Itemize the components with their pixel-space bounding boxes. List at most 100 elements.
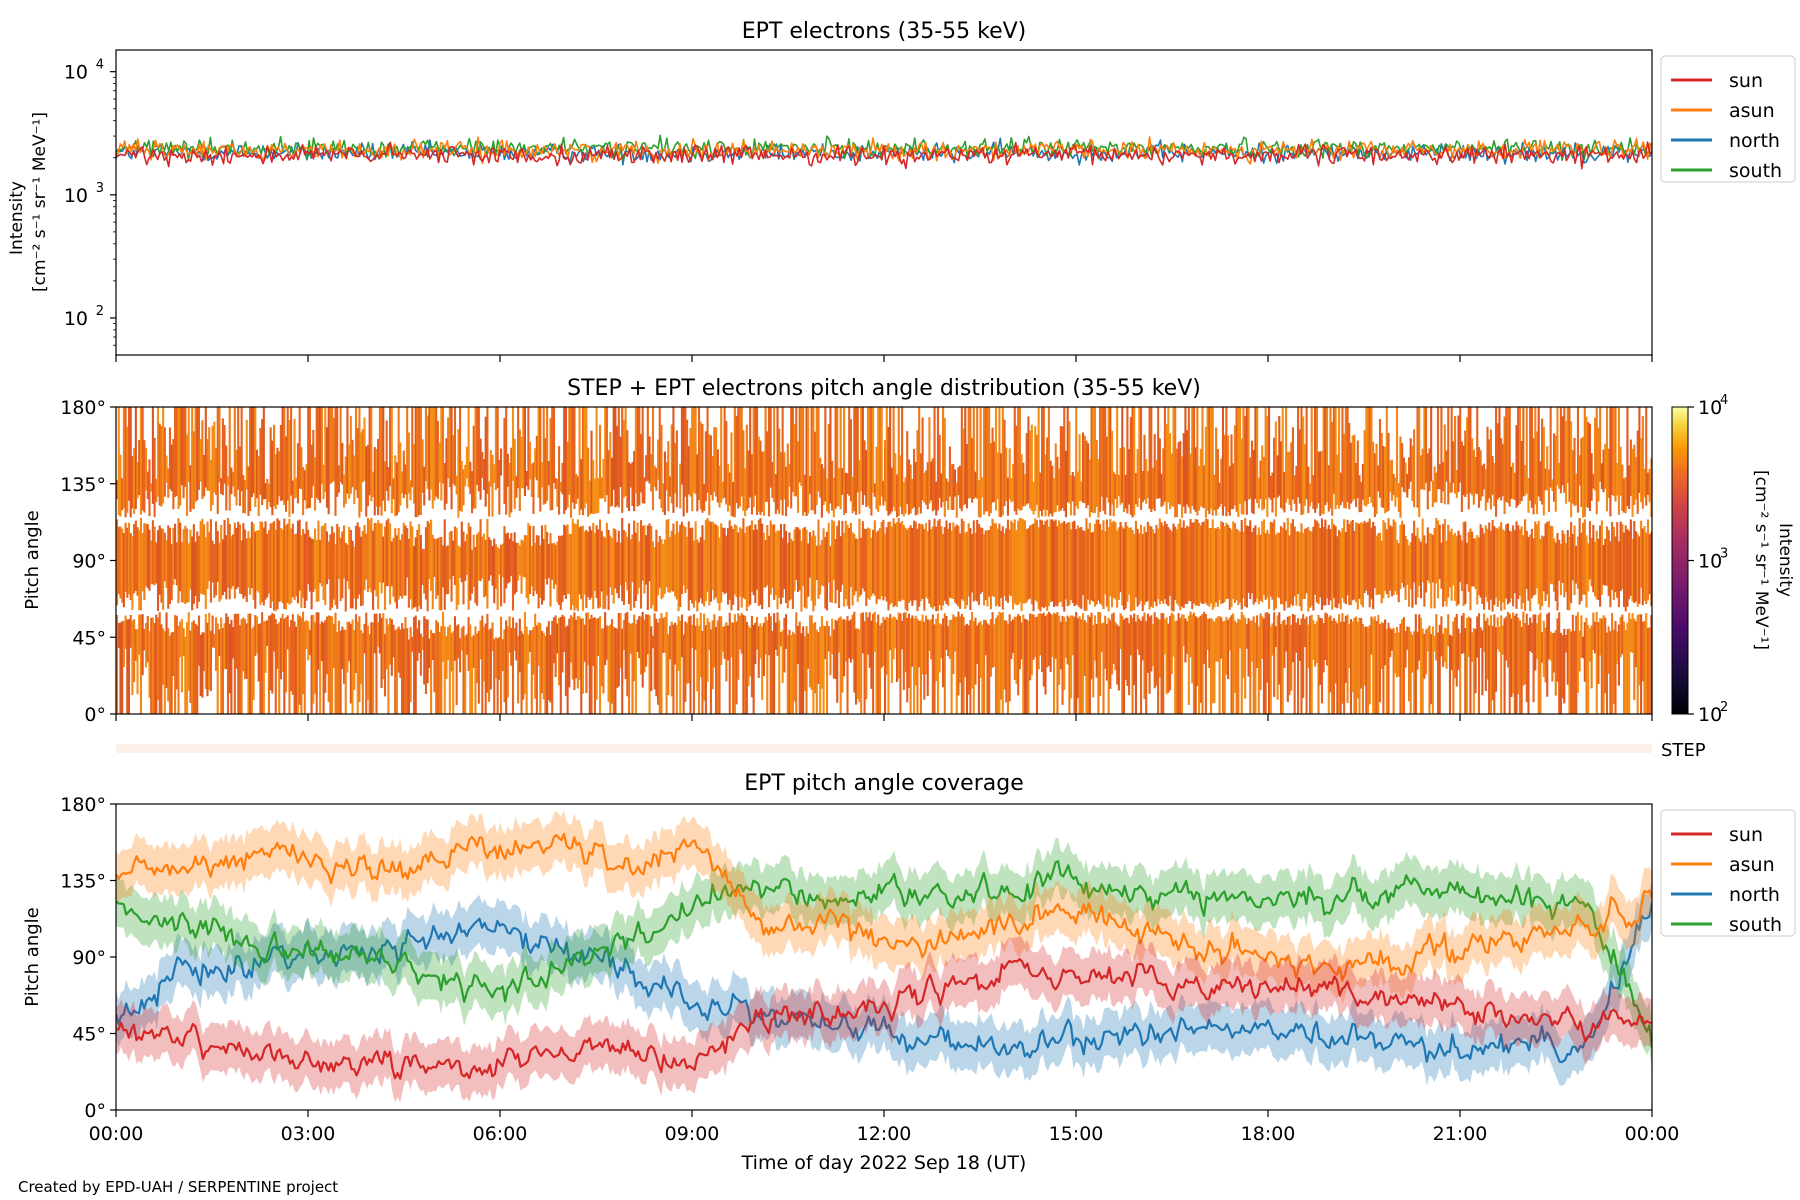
heatmap-cell — [153, 526, 156, 586]
heatmap-cell — [1020, 518, 1023, 612]
heatmap-cell — [1626, 407, 1629, 506]
heatmap-cell — [146, 524, 149, 589]
heatmap-cell — [994, 523, 998, 607]
heatmap-cell — [1177, 613, 1180, 714]
heatmap-cell — [1184, 618, 1187, 663]
heatmap-cell — [1310, 407, 1313, 502]
heatmap-cell — [1136, 614, 1139, 650]
heatmap-cell — [1554, 542, 1557, 602]
heatmap-cell — [1447, 614, 1450, 647]
heatmap-cell — [1546, 446, 1549, 491]
heatmap-cell — [800, 407, 803, 486]
heatmap-cell — [1042, 407, 1045, 510]
heatmap-cell — [232, 627, 235, 659]
heatmap-cell — [744, 533, 747, 600]
heatmap-cell — [477, 407, 480, 492]
heatmap-cell — [762, 532, 765, 588]
heatmap-cell — [546, 626, 549, 714]
heatmap-cell — [448, 531, 451, 580]
heatmap-cell — [1252, 616, 1255, 714]
heatmap-cell — [1546, 613, 1549, 697]
heatmap-cell — [1587, 422, 1590, 508]
heatmap-cell — [1314, 624, 1317, 667]
heatmap-cell — [136, 527, 139, 596]
heatmap-cell — [1141, 616, 1144, 661]
heatmap-cell — [390, 407, 393, 514]
heatmap-cell — [725, 421, 728, 505]
heatmap-cell — [810, 407, 813, 511]
panel-3-plot-area — [116, 810, 1652, 1103]
heatmap-cell — [436, 538, 439, 596]
heatmap-cell — [1621, 614, 1624, 655]
heatmap-cell — [1254, 622, 1257, 714]
heatmap-cell — [1431, 480, 1434, 507]
heatmap-cell — [1285, 407, 1288, 503]
heatmap-cell — [1240, 438, 1243, 515]
heatmap-cell — [199, 634, 202, 697]
heatmap-cell — [155, 614, 158, 714]
heatmap-cell — [889, 407, 892, 514]
heatmap-cell — [191, 536, 194, 611]
heatmap-cell — [1049, 613, 1052, 672]
colorbar-tick-exponent: 3 — [1720, 547, 1728, 562]
heatmap-cell — [197, 615, 201, 666]
heatmap-cell — [902, 525, 905, 601]
heatmap-cell — [909, 525, 912, 601]
heatmap-cell — [849, 522, 852, 588]
heatmap-cell — [699, 537, 702, 599]
heatmap-cell — [1435, 614, 1438, 661]
heatmap-cell — [116, 615, 119, 714]
heatmap-cell — [1411, 634, 1414, 673]
heatmap-cell — [930, 619, 933, 660]
heatmap-cell — [988, 624, 991, 714]
heatmap-cell — [672, 523, 675, 592]
heatmap-cell — [802, 407, 805, 516]
heatmap-cell — [1245, 407, 1248, 515]
heatmap-cell — [754, 407, 757, 496]
heatmap-cell — [1341, 407, 1344, 502]
heatmap-cell — [122, 621, 125, 668]
heatmap-cell — [1585, 416, 1588, 507]
heatmap-cell — [834, 407, 837, 509]
heatmap-cell — [139, 614, 142, 714]
heatmap-cell — [339, 407, 342, 482]
heatmap-cell — [844, 472, 847, 513]
heatmap-cell — [1626, 622, 1629, 714]
heatmap-cell — [1169, 615, 1172, 691]
heatmap-cell — [750, 454, 753, 515]
heatmap-cell — [569, 407, 573, 518]
heatmap-cell — [880, 521, 883, 597]
heatmap-cell — [540, 525, 544, 605]
heatmap-cell — [696, 618, 699, 692]
heatmap-cell — [1481, 465, 1484, 497]
heatmap-cell — [843, 532, 846, 607]
heatmap-cell — [1165, 523, 1168, 605]
heatmap-cell — [1541, 418, 1544, 505]
heatmap-cell — [1114, 522, 1117, 600]
heatmap-cell — [1245, 525, 1248, 608]
heatmap-cell — [942, 407, 945, 502]
heatmap-cell — [974, 617, 977, 685]
heatmap-cell — [894, 617, 897, 649]
heatmap-cell — [1566, 407, 1569, 484]
heatmap-cell — [1039, 472, 1042, 512]
heatmap-cell — [1124, 474, 1127, 509]
heatmap-cell — [651, 635, 654, 649]
heatmap-cell — [1080, 481, 1083, 502]
heatmap-cell — [423, 616, 426, 685]
heatmap-cell — [409, 480, 412, 501]
heatmap-cell — [1343, 519, 1346, 603]
heatmap-cell — [911, 528, 914, 606]
heatmap-cell — [196, 625, 199, 714]
heatmap-cell — [421, 439, 424, 493]
heatmap-cell — [624, 532, 627, 583]
series-line-north — [116, 902, 1652, 1064]
heatmap-cell — [901, 407, 904, 515]
heatmap-cell — [612, 407, 615, 490]
heatmap-cell — [230, 536, 233, 589]
heatmap-cell — [745, 526, 748, 611]
heatmap-cell — [1073, 476, 1076, 516]
heatmap-cell — [339, 630, 342, 714]
heatmap-cell — [1433, 466, 1436, 503]
heatmap-cell — [426, 520, 429, 612]
